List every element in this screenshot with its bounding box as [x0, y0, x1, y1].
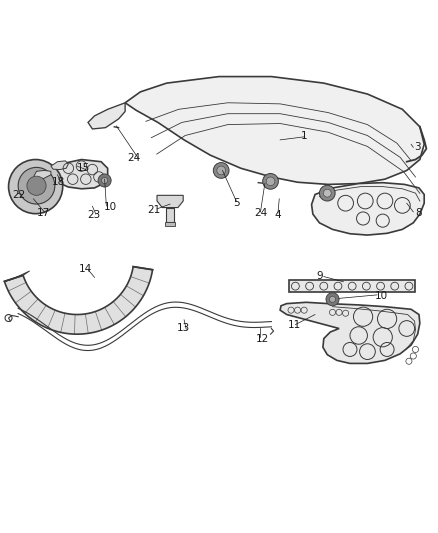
- Text: 14: 14: [79, 264, 92, 273]
- Circle shape: [102, 177, 108, 183]
- Polygon shape: [280, 302, 420, 364]
- Polygon shape: [51, 159, 108, 189]
- Polygon shape: [125, 77, 424, 184]
- Circle shape: [323, 189, 331, 197]
- Text: 3: 3: [414, 142, 421, 152]
- Circle shape: [263, 174, 279, 189]
- Polygon shape: [4, 266, 152, 334]
- Circle shape: [18, 167, 55, 204]
- Text: 17: 17: [36, 208, 49, 218]
- Text: 22: 22: [12, 190, 26, 200]
- Circle shape: [213, 163, 229, 179]
- Circle shape: [326, 293, 339, 306]
- Text: 1: 1: [301, 131, 307, 141]
- Text: 10: 10: [104, 201, 117, 212]
- Text: 11: 11: [287, 320, 301, 330]
- Text: 24: 24: [254, 208, 267, 218]
- Text: 24: 24: [127, 153, 141, 163]
- Circle shape: [266, 177, 275, 185]
- Circle shape: [217, 166, 226, 175]
- Text: 21: 21: [147, 205, 160, 215]
- Text: 12: 12: [256, 334, 269, 344]
- Circle shape: [27, 176, 46, 195]
- Polygon shape: [311, 183, 424, 235]
- Text: 5: 5: [233, 198, 240, 208]
- Polygon shape: [33, 171, 51, 180]
- Text: 9: 9: [316, 271, 323, 281]
- Polygon shape: [165, 222, 175, 226]
- Circle shape: [9, 159, 63, 214]
- Text: 18: 18: [52, 177, 65, 187]
- Text: 10: 10: [375, 291, 389, 301]
- Circle shape: [319, 185, 335, 201]
- Polygon shape: [166, 207, 174, 222]
- Polygon shape: [88, 103, 125, 129]
- Polygon shape: [51, 161, 68, 169]
- Text: 8: 8: [415, 208, 422, 218]
- Circle shape: [329, 296, 336, 302]
- Text: 15: 15: [77, 163, 90, 173]
- Text: 13: 13: [177, 324, 190, 334]
- Polygon shape: [4, 271, 30, 281]
- Circle shape: [98, 174, 111, 187]
- Polygon shape: [289, 280, 416, 292]
- Polygon shape: [157, 195, 183, 207]
- Text: 4: 4: [275, 210, 281, 220]
- Text: 23: 23: [87, 210, 100, 220]
